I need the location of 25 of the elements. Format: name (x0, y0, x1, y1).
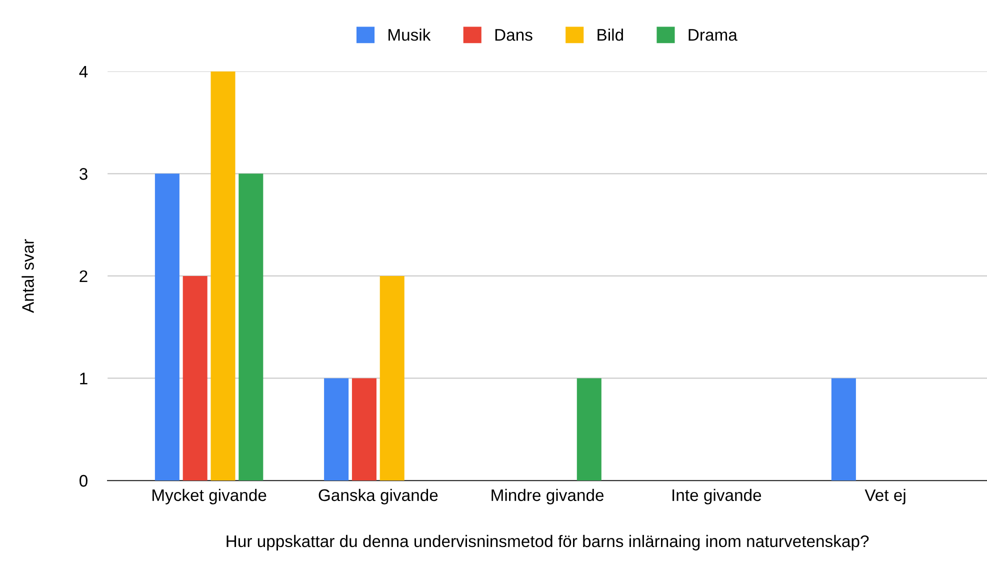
bar (576, 378, 602, 481)
bar (380, 276, 404, 481)
x-tick-label: Ganska givande (318, 488, 438, 504)
bar (238, 174, 264, 481)
legend-label: Musik (388, 28, 431, 41)
bar (182, 276, 208, 481)
bar (831, 378, 856, 481)
x-tick-label: Mycket givande (152, 488, 266, 504)
x-axis-title: Hur uppskattar du denna undervisninsmetod för barns inlärnaing inom naturvetenskap? (226, 534, 869, 550)
y-tick-label: 3 (80, 168, 88, 180)
legend-label: Dans (495, 29, 532, 41)
y-tick-label: 0 (80, 474, 88, 487)
y-tick-label: 1 (80, 372, 88, 384)
legend-label: Drama (688, 29, 738, 41)
bar (352, 378, 376, 481)
legend-label: Bild (598, 28, 623, 41)
bar (154, 174, 180, 481)
bar (324, 378, 349, 481)
y-tick-label: 2 (80, 270, 88, 282)
x-tick-label: Vet ej (864, 488, 906, 504)
x-tick-label: Mindre givande (492, 488, 604, 504)
y-tick-label: 4 (79, 66, 88, 78)
x-tick-label: Inte givande (672, 488, 762, 504)
y-axis-title: Antal svar (22, 239, 34, 313)
bar (210, 71, 236, 481)
